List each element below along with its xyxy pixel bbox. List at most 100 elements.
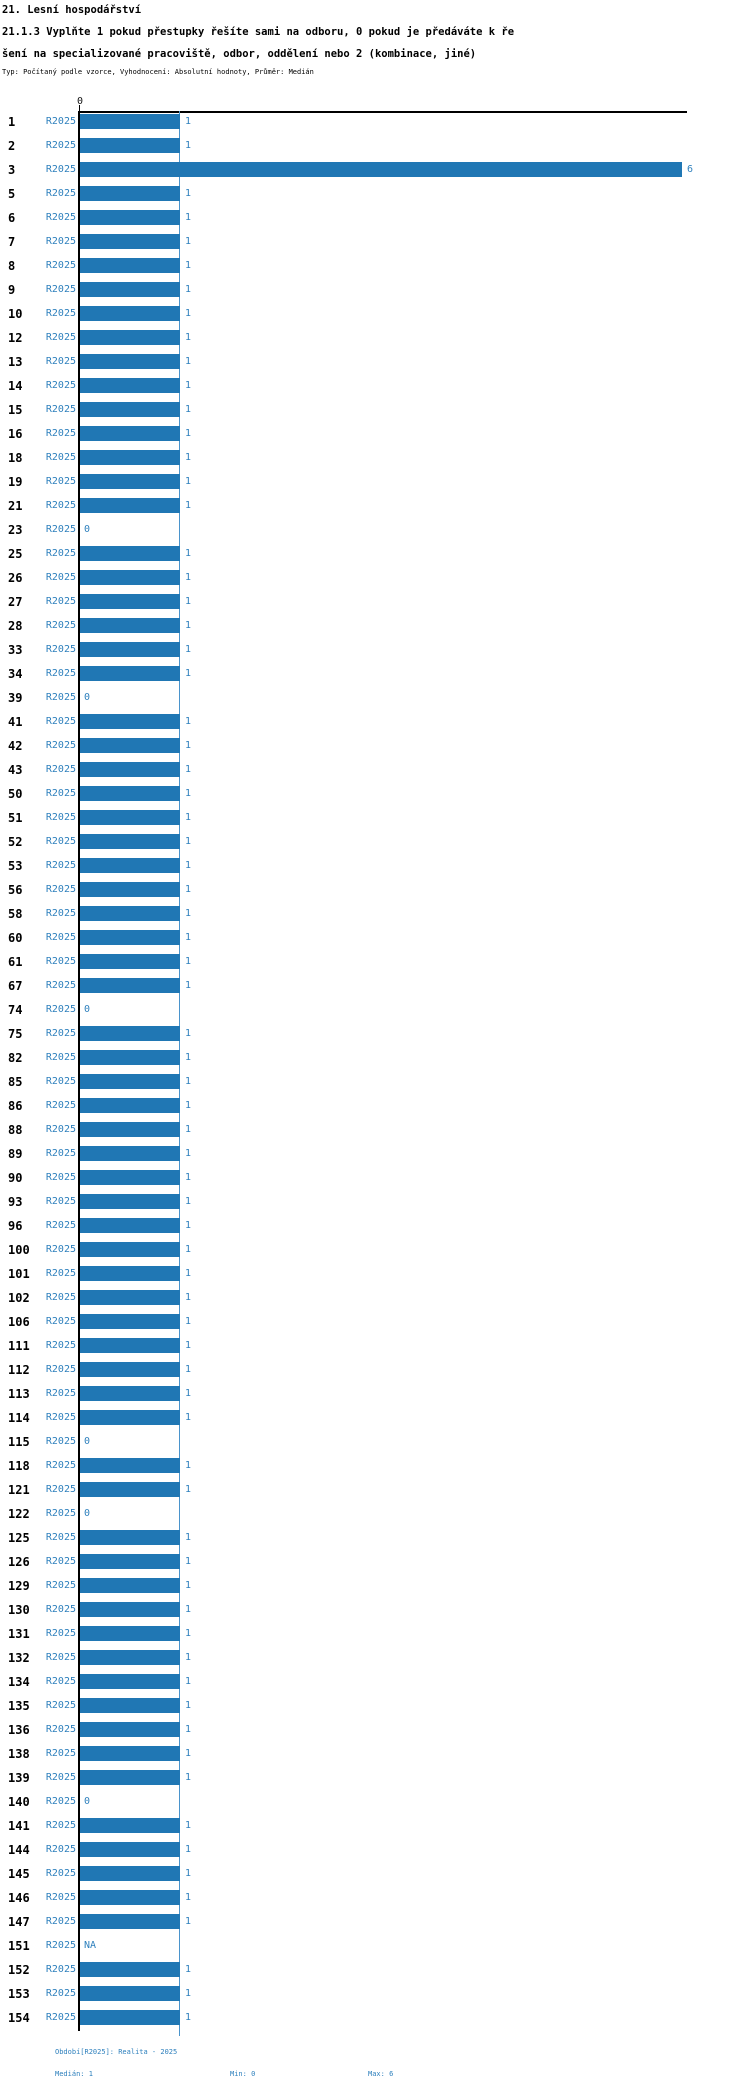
bar-value-label: 1 [185,1268,192,1279]
bar [80,1674,180,1689]
row-id-label: 111 [8,1339,30,1353]
bar [80,306,180,321]
bar [80,1962,180,1977]
row-id-label: 74 [8,1003,23,1017]
bar [80,1722,180,1737]
bar [80,738,180,753]
row-series-label: R2025 [45,2012,76,2023]
bar [80,186,180,201]
row-id-label: 14 [8,379,23,393]
row-series-label: R2025 [45,1748,76,1759]
bar-value-label: 1 [185,2012,192,2023]
row-id-label: 27 [8,595,23,609]
row-id-label: 88 [8,1123,23,1137]
row-series-label: R2025 [45,1844,76,1855]
row-series-label: R2025 [45,284,76,295]
bar-value-label: 1 [185,1820,192,1831]
row-series-label: R2025 [45,1460,76,1471]
row-series-label: R2025 [45,716,76,727]
bar [80,906,180,921]
row-series-label: R2025 [45,332,76,343]
bar-value-label: 1 [185,1124,192,1135]
bar [80,1866,180,1881]
bar-value-label: 1 [185,452,192,463]
row-series-label: R2025 [45,932,76,943]
bar-value-label: 1 [185,1100,192,1111]
bar-value-label: 1 [185,932,192,943]
row-id-label: 3 [8,163,16,177]
row-id-label: 50 [8,787,23,801]
row-id-label: 10 [8,307,23,321]
row-id-label: 25 [8,547,23,561]
bar-value-label: 1 [185,1028,192,1039]
row-series-label: R2025 [45,1100,76,1111]
bar-value-label: 1 [185,620,192,631]
row-id-label: 15 [8,403,23,417]
row-id-label: 113 [8,1387,30,1401]
row-id-label: 147 [8,1915,30,1929]
bar [80,282,180,297]
bar-value-label: 1 [185,908,192,919]
row-id-label: 145 [8,1867,30,1881]
row-id-label: 114 [8,1411,30,1425]
row-series-label: R2025 [45,668,76,679]
bar [80,1050,180,1065]
bar-value-label: 1 [185,572,192,583]
row-id-label: 106 [8,1315,30,1329]
row-series-label: R2025 [45,1412,76,1423]
bar [80,594,180,609]
row-id-label: 16 [8,427,23,441]
x-axis-tick-mark [78,105,80,111]
row-series-label: R2025 [45,956,76,967]
bar-value-label: 1 [185,1172,192,1183]
row-series-label: R2025 [45,1772,76,1783]
bar-value-label: 1 [185,1748,192,1759]
row-series-label: R2025 [45,764,76,775]
bar [80,330,180,345]
row-id-label: 112 [8,1363,30,1377]
bar [80,210,180,225]
bar [80,954,180,969]
bar [80,1914,180,1929]
bar [80,1842,180,1857]
bar-value-label: 1 [185,1772,192,1783]
question-text-line2: šení na specializované pracoviště, odbor… [2,48,477,60]
bar [80,1290,180,1305]
row-id-label: 23 [8,523,23,537]
row-series-label: R2025 [45,1676,76,1687]
row-id-label: 135 [8,1699,30,1713]
row-id-label: 42 [8,739,23,753]
bar [80,1194,180,1209]
bar-value-label: 1 [185,836,192,847]
bar [80,426,180,441]
bar-value-label: 1 [185,1868,192,1879]
row-series-label: R2025 [45,1604,76,1615]
bar [80,1218,180,1233]
row-id-label: 28 [8,619,23,633]
row-id-label: 2 [8,139,16,153]
row-id-label: 1 [8,115,16,129]
bar-value-label: 1 [185,1412,192,1423]
bar [80,1146,180,1161]
row-series-label: R2025 [45,524,76,535]
row-series-label: R2025 [45,1700,76,1711]
row-id-label: 93 [8,1195,23,1209]
row-series-label: R2025 [45,380,76,391]
row-id-label: 13 [8,355,23,369]
median-reference-line [178,111,180,2036]
bar-value-label: 1 [185,236,192,247]
bar [80,114,180,129]
row-id-label: 144 [8,1843,30,1857]
bar-value-label: 0 [84,1796,91,1807]
bar [80,882,180,897]
bar-value-label: 1 [185,1244,192,1255]
bar [80,762,180,777]
row-id-label: 138 [8,1747,30,1761]
bar [80,1026,180,1041]
bar-value-label: 1 [185,380,192,391]
row-series-label: R2025 [45,1652,76,1663]
row-series-label: R2025 [45,908,76,919]
bar [80,162,682,177]
question-text-line1: 21.1.3 Vyplňte 1 pokud přestupky řešíte … [2,26,515,38]
bar [80,1746,180,1761]
